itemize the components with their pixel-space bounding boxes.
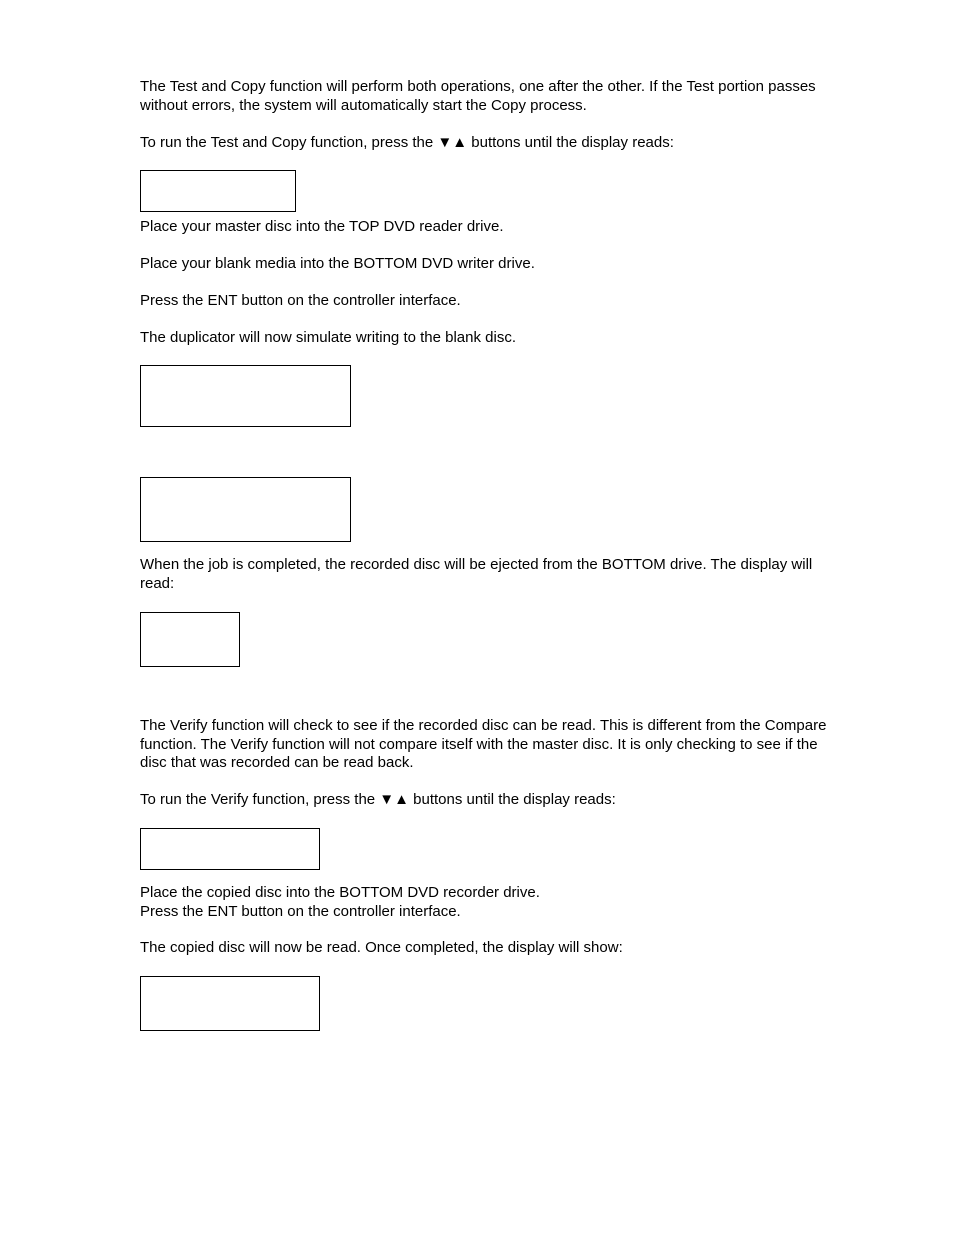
place-copied-disc: Place the copied disc into the BOTTOM DV… [140,884,841,922]
display-box-5 [140,828,320,870]
display-box-6 [140,976,320,1031]
verify-intro: The Verify function will check to see if… [140,717,841,773]
display-box-3 [140,477,351,542]
test-copy-intro: The Test and Copy function will perform … [140,78,841,116]
copied-disc-read: The copied disc will now be read. Once c… [140,939,841,958]
press-ent: Press the ENT button on the controller i… [140,292,841,311]
display-box-4 [140,612,240,667]
job-completed: When the job is completed, the recorded … [140,556,841,594]
document-page: The Test and Copy function will perform … [0,0,954,1235]
section-gap [140,673,841,717]
verify-instruction: To run the Verify function, press the ▼▲… [140,791,841,810]
place-blank-media: Place your blank media into the BOTTOM D… [140,255,841,274]
test-copy-instruction: To run the Test and Copy function, press… [140,134,841,153]
display-box-2 [140,365,351,427]
display-box-1 [140,170,296,212]
simulate-writing: The duplicator will now simulate writing… [140,329,841,348]
place-master-disc: Place your master disc into the TOP DVD … [140,218,841,237]
